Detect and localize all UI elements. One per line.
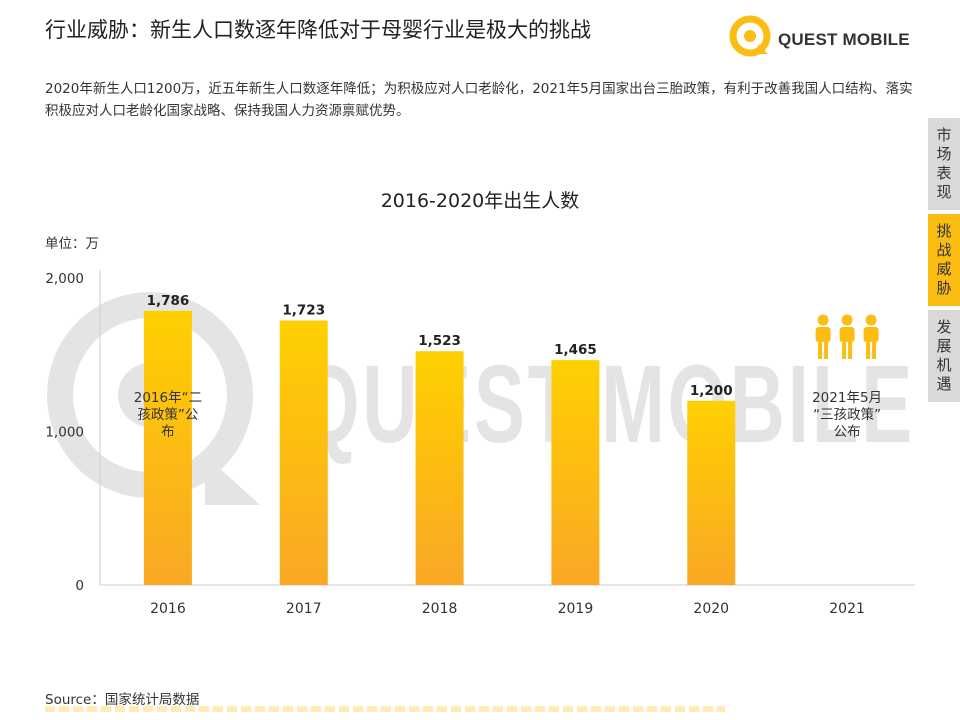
bar-2016 <box>143 310 192 585</box>
x-tick-label: 2021 <box>829 601 865 617</box>
x-tick-label: 2019 <box>558 601 594 617</box>
annotation-2021-line: 公布 <box>834 424 861 440</box>
unit-label: 单位：万 <box>45 236 99 252</box>
source-note: Source：国家统计局数据 <box>45 692 200 708</box>
x-tick-label: 2017 <box>286 601 322 617</box>
quest-mobile-logo-icon <box>729 15 771 57</box>
logo-text: QUEST MOBILE <box>778 30 910 49</box>
bar-2020 <box>687 400 736 585</box>
bar-2019 <box>551 360 600 585</box>
side-tabs: 市场表现挑战威胁发展机遇 <box>928 118 960 406</box>
chart-title: 2016-2020年出生人数 <box>380 190 580 212</box>
annotation-2016-line: 布 <box>161 424 175 440</box>
y-tick-label: 0 <box>75 578 84 594</box>
bar-2018 <box>415 351 464 585</box>
side-tab-2[interactable]: 发展机遇 <box>928 310 960 402</box>
y-tick-label: 1,000 <box>45 425 84 441</box>
annotation-2021-line: 2021年5月 <box>812 390 882 406</box>
side-tab-0[interactable]: 市场表现 <box>928 118 960 210</box>
annotation-2021-line: “三孩政策” <box>813 406 881 423</box>
bottom-decor-stripe <box>45 706 725 712</box>
three-people-icon <box>815 314 879 359</box>
watermark-text: QUEST MOBILE <box>300 343 915 466</box>
page-title: 行业威胁：新生人口数逐年降低对于母婴行业是极大的挑战 <box>45 18 591 42</box>
annotation-2016-line: 2016年“二 <box>134 390 202 406</box>
x-tick-label: 2020 <box>693 601 729 617</box>
y-tick-label: 2,000 <box>45 271 84 287</box>
data-label-2020: 1,200 <box>690 383 733 399</box>
annotation-2016-line: 孩政策”公 <box>137 406 198 423</box>
quest-mobile-logo: QUEST MOBILE <box>728 14 938 58</box>
data-label-2017: 1,723 <box>282 303 325 319</box>
data-label-2016: 1,786 <box>147 293 190 309</box>
page-description: 2020年新生人口1200万，近五年新生人口数逐年降低；为积极应对人口老龄化，2… <box>45 81 913 119</box>
x-tick-label: 2018 <box>422 601 458 617</box>
data-label-2018: 1,523 <box>418 333 461 349</box>
bar-2017 <box>279 320 328 585</box>
data-label-2019: 1,465 <box>554 342 597 358</box>
side-tab-1[interactable]: 挑战威胁 <box>928 214 960 306</box>
x-tick-label: 2016 <box>150 601 186 617</box>
